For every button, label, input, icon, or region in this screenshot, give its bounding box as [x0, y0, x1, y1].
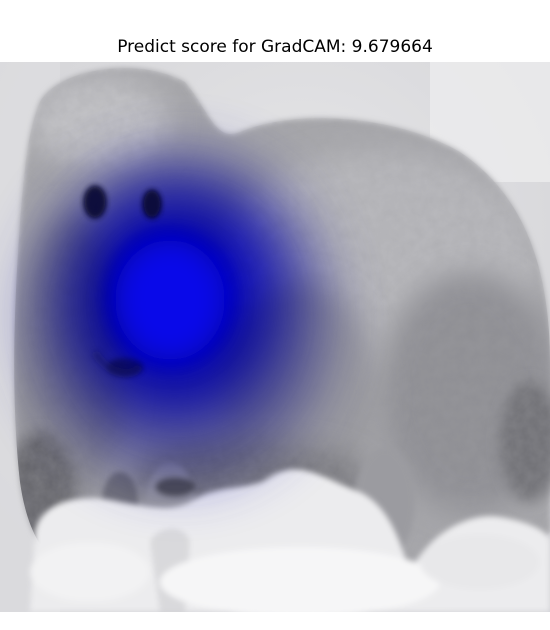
gradcam-heatmap-core — [85, 187, 225, 376]
figure-title: Predict score for GradCAM: 9.679664 — [117, 37, 433, 57]
gradcam-image — [0, 62, 550, 612]
snow-foreground — [30, 469, 550, 612]
gradcam-photo — [0, 62, 550, 612]
